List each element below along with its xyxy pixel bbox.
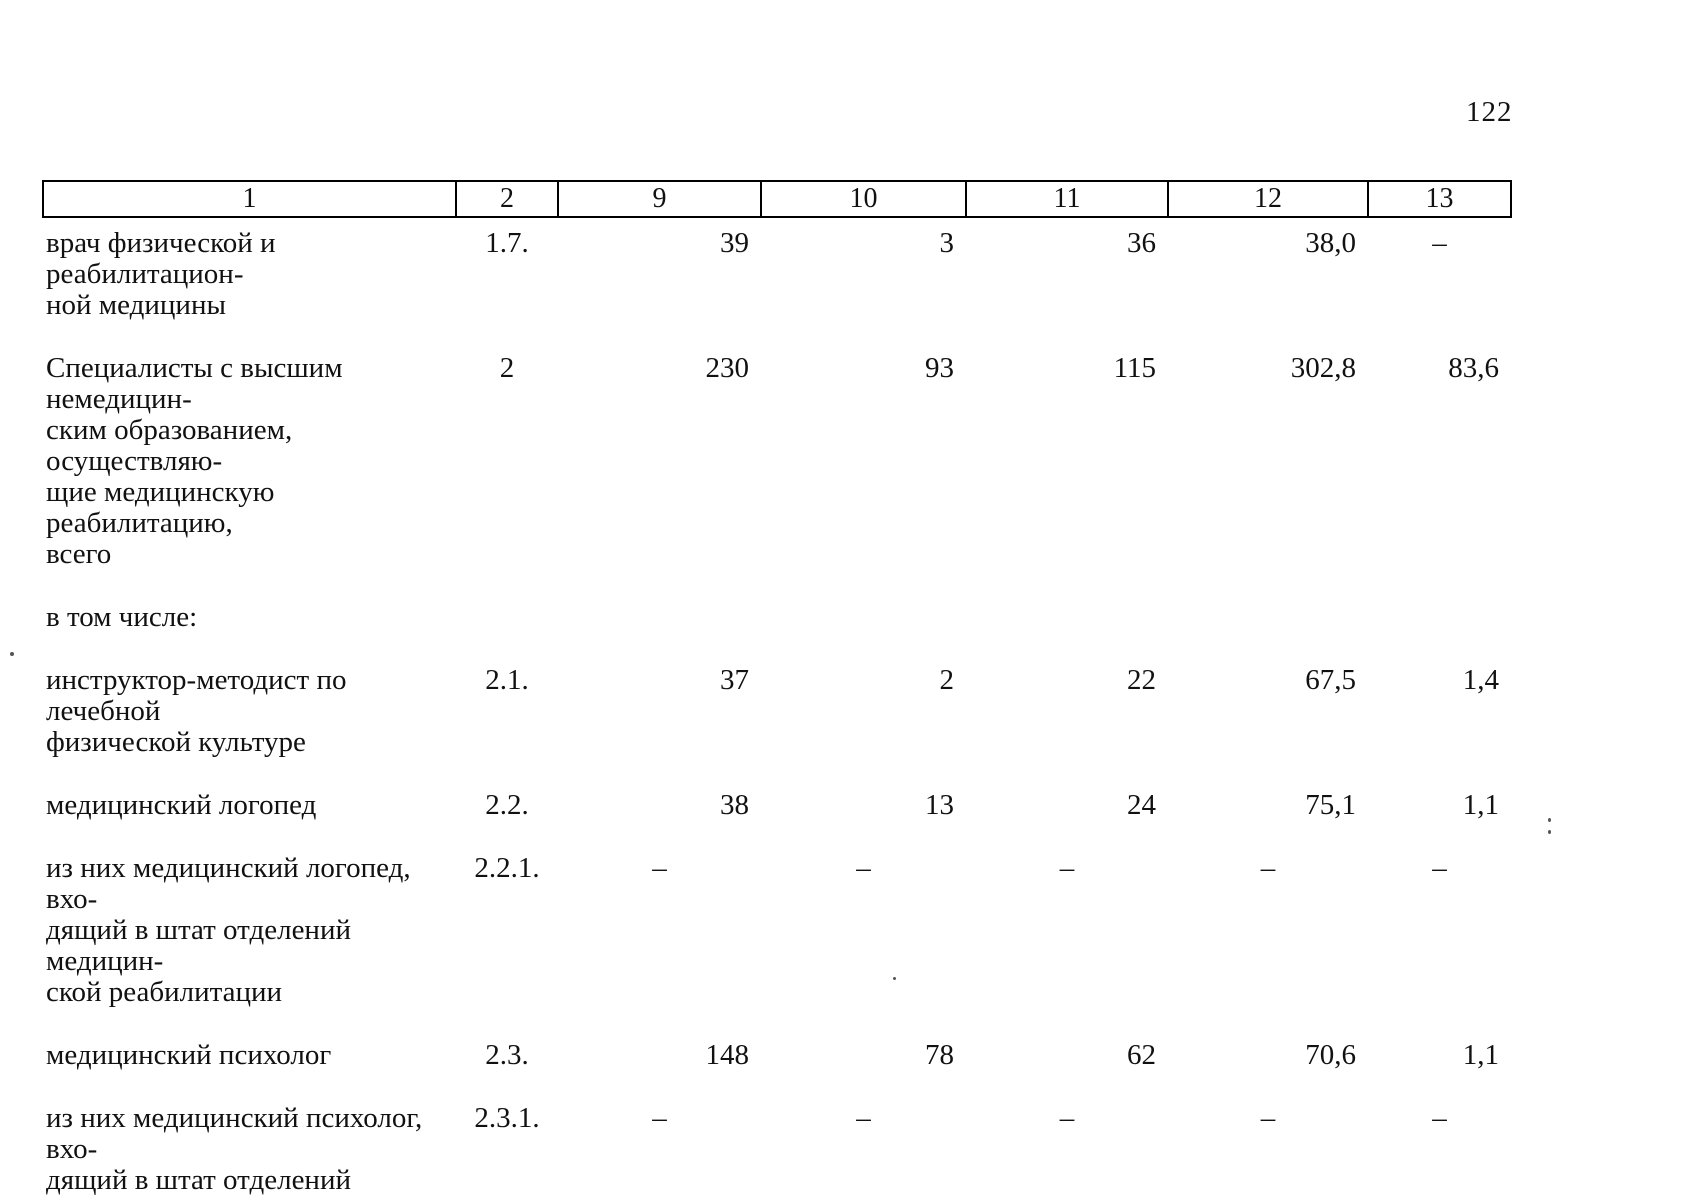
table-row: медицинский психолог 2.3. 148 78 62 70,6… [43,1040,1511,1103]
row-label: инструктор-методист по лечебной физическ… [46,664,347,758]
scan-artifact-dot [1548,818,1551,822]
cell-value: 67,5 [1305,664,1356,696]
row-code: 2 [499,352,515,384]
cell-value: – [1432,1102,1447,1134]
row-label: врач физической и реабилитацион- ной мед… [46,227,276,321]
data-table: 1 2 9 10 11 12 13 врач физической и реаб… [42,180,1512,1200]
row-label: из них медицинский логопед, вхо- дящий в… [46,852,411,1008]
cell-value: 1,1 [1462,1039,1499,1071]
scan-artifact-dot [893,977,896,980]
col-header: 11 [965,180,1169,218]
cell-value: 3 [939,227,955,259]
cell-value: – [1432,227,1447,259]
col-header: 1 [42,180,457,218]
table-row: инструктор-методист по лечебной физическ… [43,665,1511,790]
cell-value [761,602,966,665]
cell-value [1168,602,1368,665]
table-header-row: 1 2 9 10 11 12 13 [42,180,1512,218]
cell-value: 148 [705,1039,750,1071]
cell-value: 302,8 [1290,352,1356,384]
col-header: 13 [1367,180,1512,218]
cell-value: – [1059,1102,1075,1134]
row-label: из них медицинский психолог, вхо- дящий … [46,1102,423,1200]
cell-value: 13 [925,789,954,821]
cell-value: 1,1 [1462,789,1499,821]
cell-value: 37 [720,664,749,696]
cell-value: 115 [1113,352,1156,384]
scan-artifact-dot [1548,830,1551,834]
cell-value: – [1260,852,1276,884]
cell-value [1368,602,1511,665]
cell-value: 62 [1127,1039,1156,1071]
cell-value: – [1059,852,1075,884]
col-header: 10 [760,180,967,218]
cell-value: 36 [1127,227,1156,259]
table-row: из них медицинский логопед, вхо- дящий в… [43,853,1511,1040]
col-header: 9 [557,180,762,218]
cell-value: – [652,1102,667,1134]
row-code: 1.7. [485,227,529,259]
row-label: в том числе: [46,601,198,633]
cell-value: 38,0 [1305,227,1356,259]
row-code [456,602,558,665]
row-code: 2.1. [485,664,529,696]
cell-value: – [856,852,871,884]
cell-value: – [1260,1102,1276,1134]
cell-value: 22 [1127,664,1156,696]
cell-value: 75,1 [1305,789,1356,821]
page-number: 122 [1466,96,1513,128]
cell-value: 93 [925,352,954,384]
row-label: медицинский логопед [46,789,317,821]
cell-value: 83,6 [1448,352,1499,384]
cell-value: 70,6 [1305,1039,1356,1071]
cell-value: 230 [705,352,750,384]
cell-value: 38 [720,789,749,821]
col-header: 12 [1167,180,1369,218]
cell-value: – [856,1102,871,1134]
table-row: из них медицинский психолог, вхо- дящий … [43,1103,1511,1200]
cell-value: – [1432,852,1447,884]
cell-value [558,602,761,665]
table-row: врач физической и реабилитацион- ной мед… [43,217,1511,353]
row-code: 2.2.1. [474,852,540,884]
table-row: в том числе: [43,602,1511,665]
cell-value: 39 [720,227,749,259]
row-code: 2.3.1. [474,1102,540,1134]
table-row: Специалисты с высшим немедицин- ским обр… [43,353,1511,602]
cell-value [966,602,1168,665]
row-label: Специалисты с высшим немедицин- ским обр… [46,352,343,570]
row-code: 2.2. [485,789,529,821]
cell-value: – [652,852,667,884]
row-label: медицинский психолог [46,1039,332,1071]
cell-value: 2 [939,664,955,696]
scan-artifact-dot [10,652,14,656]
cell-value: 78 [925,1039,954,1071]
row-code: 2.3. [485,1039,529,1071]
cell-value: 1,4 [1462,664,1499,696]
col-header: 2 [455,180,559,218]
cell-value: 24 [1127,789,1156,821]
table-row: медицинский логопед 2.2. 38 13 24 75,1 1… [43,790,1511,853]
